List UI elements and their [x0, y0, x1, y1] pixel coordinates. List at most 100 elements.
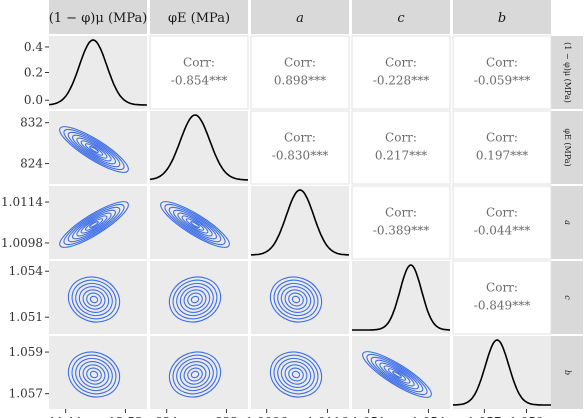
corr-value-2-4: -0.044***	[474, 224, 530, 238]
y-tick-label-1-0: 832	[20, 116, 43, 130]
contour-ring-4-0-3	[82, 364, 106, 385]
right-strip-label-2: a	[563, 220, 572, 225]
contour-ring-1-0-2	[84, 143, 104, 156]
corr-label-2-3: Corr:	[385, 206, 417, 220]
panel-1-1	[150, 111, 248, 184]
contour-ring-4-3-5	[374, 359, 420, 390]
contour-ring-4-0-5	[75, 357, 113, 392]
top-strip-label-1: φE (MPa)	[168, 11, 230, 26]
corr-label-3-4: Corr:	[486, 281, 518, 295]
panel-3-3	[352, 261, 450, 334]
corr-value-1-2: -0.830***	[272, 149, 328, 163]
panel-4-0	[49, 336, 147, 409]
contour-ring-3-1-5	[176, 282, 214, 317]
panel-0-2	[250, 35, 350, 110]
contour-ring-2-0-2	[84, 218, 104, 231]
contour-ring-4-1-2	[187, 367, 203, 382]
density-curve-1	[149, 114, 248, 181]
contour-ring-3-2-5	[277, 282, 315, 317]
contour-ring-4-3-4	[379, 362, 415, 387]
corr-label-1-4: Corr:	[486, 131, 518, 145]
contour-ring-4-1-7	[168, 351, 222, 398]
x-tick-label-2-0: 1.0096	[246, 415, 288, 418]
contour-ring-2-0-4	[76, 212, 112, 237]
contour-ring-4-2-3	[284, 364, 308, 385]
panel-0-4	[452, 35, 552, 110]
contour-4-2	[269, 351, 323, 398]
x-tick-label-0-0: 11.11	[48, 415, 82, 418]
contour-ring-4-2-4	[280, 361, 312, 388]
contour-4-0	[67, 351, 121, 398]
contour-ring-1-0-5	[71, 134, 117, 165]
contour-ring-2-0-1	[89, 221, 99, 228]
x-tick-label-2-1: 1.0116	[306, 415, 348, 418]
x-tick-label-4-0: 1.057	[467, 415, 501, 418]
right-strip-4	[551, 336, 583, 409]
contour-ring-3-0-7	[67, 276, 121, 323]
contour-ring-2-1-1	[190, 221, 200, 228]
corr-label-0-3: Corr:	[385, 56, 417, 70]
contour-ring-4-2-6	[273, 354, 319, 395]
corr-value-1-3: 0.217***	[375, 149, 427, 163]
y-tick-label-2-1: 1.0098	[1, 236, 43, 250]
y-tick-label-4-0: 1.059	[9, 345, 43, 359]
x-tick-label-1-0: 824	[155, 415, 178, 418]
right-strip-2	[551, 186, 583, 259]
contour-ring-1-0-7	[63, 128, 125, 171]
contour-2-0	[59, 201, 129, 248]
y-tick-label-0-2: 0.0	[24, 93, 43, 107]
panel-1-2	[250, 110, 350, 185]
corr-label-0-2: Corr:	[284, 56, 316, 70]
x-tick-label-0-1: 13.53	[108, 415, 142, 418]
contour-ring-2-1-6	[168, 206, 222, 243]
contour-ring-3-1-1	[190, 295, 200, 304]
contour-ring-4-3-1	[392, 371, 402, 378]
contour-4-3	[362, 351, 432, 398]
x-tick-label-3-0: 1.051	[351, 415, 385, 418]
top-strip-2	[251, 0, 349, 34]
contour-ring-4-0-6	[71, 354, 117, 395]
contour-ring-4-2-1	[291, 370, 301, 379]
contour-ring-2-1-3	[181, 215, 209, 234]
density-curve-3	[352, 264, 450, 331]
contour-ring-3-1-2	[187, 292, 203, 307]
panel-4-2	[251, 336, 349, 409]
contour-ring-1-0-8	[59, 126, 129, 173]
top-strip-label-0: (1 − φ)μ (MPa)	[49, 11, 148, 26]
contour-ring-4-1-4	[179, 361, 211, 388]
contour-1-0	[59, 126, 129, 173]
corr-label-1-2: Corr:	[284, 131, 316, 145]
contour-ring-4-1-6	[172, 354, 218, 395]
contour-ring-4-0-1	[89, 370, 99, 379]
corr-value-2-3: -0.389***	[373, 224, 429, 238]
x-tick-label-1-1: 833	[215, 415, 238, 418]
y-tick-label-4-1: 1.057	[9, 387, 43, 401]
contour-ring-2-0-3	[80, 215, 108, 234]
contour-ring-4-3-7	[366, 353, 428, 396]
panel-3-0	[49, 261, 147, 334]
panel-0-1	[149, 35, 249, 110]
panel-2-4	[452, 185, 552, 260]
panel-2-3	[351, 185, 451, 260]
panel-3-1	[150, 261, 248, 334]
contour-ring-3-2-7	[269, 276, 323, 323]
contour-ring-3-0-5	[75, 282, 113, 317]
top-strip-label-2: a	[296, 11, 304, 26]
contour-ring-1-0-1	[89, 146, 99, 153]
corr-value-1-4: 0.197***	[476, 149, 528, 163]
contour-3-1	[168, 276, 222, 323]
corr-label-1-3: Corr:	[385, 131, 417, 145]
contour-ring-3-0-4	[78, 286, 110, 313]
contour-ring-3-0-1	[89, 295, 99, 304]
y-tick-label-3-0: 1.054	[9, 264, 44, 278]
contour-ring-2-1-7	[164, 203, 226, 246]
contour-ring-4-3-2	[387, 368, 407, 381]
contour-ring-4-3-8	[362, 351, 432, 398]
contour-ring-4-2-7	[269, 351, 323, 398]
panel-1-4	[452, 110, 552, 185]
contour-ring-4-0-2	[86, 367, 102, 382]
contour-ring-4-3-3	[383, 365, 411, 384]
contour-ring-4-1-5	[176, 357, 214, 392]
right-strip-label-0: (1 − φ)μ (MPa)	[563, 42, 572, 103]
